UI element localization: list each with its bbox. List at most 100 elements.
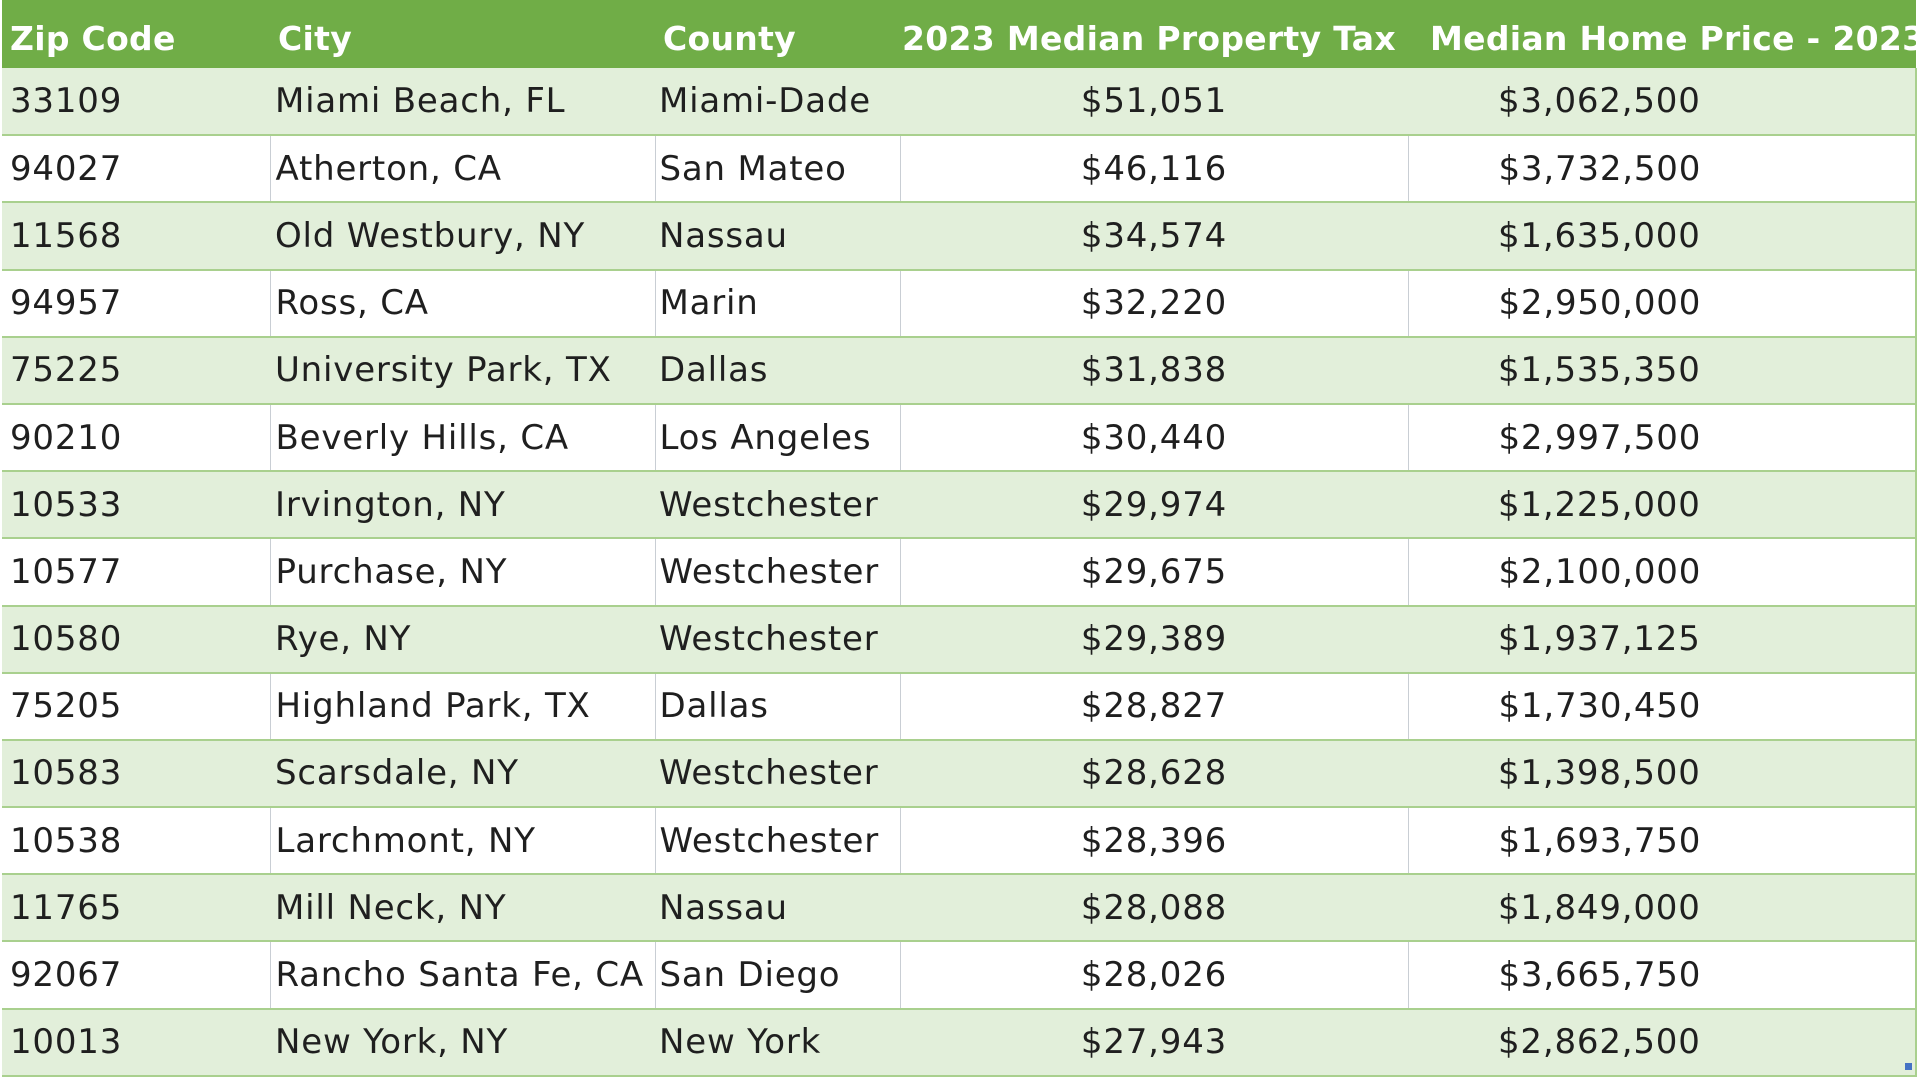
cell-median-property-tax[interactable]: $29,389 bbox=[900, 605, 1408, 674]
header-row: Zip Code City County 2023 Median Propert… bbox=[2, 0, 1916, 68]
table-row[interactable]: 10538 Larchmont, NY Westchester $28,396 $1,6… bbox=[2, 807, 1917, 876]
cell-median-property-tax[interactable]: $27,943 bbox=[900, 1008, 1408, 1077]
cell-median-home-price[interactable]: $3,665,750 bbox=[1408, 941, 1917, 1010]
cell-median-property-tax[interactable]: $31,838 bbox=[900, 336, 1408, 405]
table-row[interactable]: 75225 University Park, TX Dallas $31,838 $1,… bbox=[2, 336, 1917, 405]
cell-median-home-price[interactable]: $1,937,125 bbox=[1408, 605, 1917, 674]
table-resize-handle[interactable] bbox=[1905, 1063, 1912, 1070]
cell-city[interactable]: Rancho Santa Fe, CA bbox=[270, 941, 656, 1010]
cell-county[interactable]: Nassau bbox=[655, 874, 900, 943]
cell-median-property-tax[interactable]: $28,628 bbox=[900, 739, 1408, 809]
table-row[interactable]: 92067 Rancho Santa Fe, CA San Diego $28,026… bbox=[2, 941, 1917, 1010]
cell-city[interactable]: Atherton, CA bbox=[270, 135, 656, 204]
cell-median-property-tax[interactable]: $29,675 bbox=[900, 538, 1409, 607]
cell-median-home-price[interactable]: $3,732,500 bbox=[1408, 135, 1917, 204]
cell-city[interactable]: Ross, CA bbox=[270, 269, 656, 338]
table-row[interactable]: 94027 Atherton, CA San Mateo $46,116 $3,732,… bbox=[2, 135, 1917, 204]
cell-zip-code[interactable]: 11765 bbox=[2, 874, 270, 943]
cell-median-home-price[interactable]: $1,849,000 bbox=[1408, 874, 1917, 943]
cell-city[interactable]: Beverly Hills, CA bbox=[270, 403, 656, 473]
cell-county[interactable]: Miami-Dade bbox=[655, 68, 900, 137]
cell-city[interactable]: Purchase, NY bbox=[270, 538, 656, 607]
cell-zip-code[interactable]: 10538 bbox=[2, 807, 271, 876]
cell-zip-code[interactable]: 10577 bbox=[2, 538, 271, 607]
table-row[interactable]: 10577 Purchase, NY Westchester $29,675 $2,10… bbox=[2, 538, 1917, 607]
cell-zip-code[interactable]: 11568 bbox=[2, 202, 270, 271]
cell-zip-code[interactable]: 10583 bbox=[2, 739, 270, 809]
cell-zip-code[interactable]: 10533 bbox=[2, 471, 270, 540]
cell-county[interactable]: Marin bbox=[655, 269, 901, 338]
table-row[interactable]: 10583 Scarsdale, NY Westchester $28,628 $1,3… bbox=[2, 739, 1917, 809]
cell-median-home-price[interactable]: $3,062,500 bbox=[1408, 68, 1917, 137]
cell-county[interactable]: Westchester bbox=[655, 739, 900, 809]
cell-county[interactable]: Los Angeles bbox=[655, 403, 901, 473]
cell-median-property-tax[interactable]: $28,026 bbox=[900, 941, 1409, 1010]
cell-zip-code[interactable]: 94957 bbox=[2, 269, 271, 338]
header-county[interactable]: County bbox=[663, 18, 796, 58]
cell-median-home-price[interactable]: $1,693,750 bbox=[1408, 807, 1917, 876]
cell-county[interactable]: Dallas bbox=[655, 672, 901, 741]
cell-city[interactable]: Rye, NY bbox=[270, 605, 655, 674]
header-median-home-price[interactable]: Median Home Price - 2023 bbox=[1430, 18, 1916, 58]
cell-zip-code[interactable]: 75205 bbox=[2, 672, 271, 741]
cell-median-home-price[interactable]: $2,100,000 bbox=[1408, 538, 1917, 607]
cell-median-property-tax[interactable]: $28,827 bbox=[900, 672, 1409, 741]
cell-county[interactable]: San Diego bbox=[655, 941, 901, 1010]
cell-city[interactable]: Irvington, NY bbox=[270, 471, 655, 540]
cell-zip-code[interactable]: 94027 bbox=[2, 135, 271, 204]
cell-zip-code[interactable]: 10013 bbox=[2, 1008, 270, 1077]
cell-median-home-price[interactable]: $1,730,450 bbox=[1408, 672, 1917, 741]
cell-median-property-tax[interactable]: $28,396 bbox=[900, 807, 1409, 876]
cell-median-property-tax[interactable]: $28,088 bbox=[900, 874, 1408, 943]
cell-median-property-tax[interactable]: $46,116 bbox=[900, 135, 1409, 204]
cell-median-home-price[interactable]: $1,635,000 bbox=[1408, 202, 1917, 271]
table-body: 33109 Miami Beach, FL Miami-Dade $51,051 $3,… bbox=[2, 68, 1917, 1077]
cell-county[interactable]: Westchester bbox=[655, 471, 900, 540]
cell-county[interactable]: Westchester bbox=[655, 538, 901, 607]
cell-city[interactable]: Larchmont, NY bbox=[270, 807, 656, 876]
header-zip-code[interactable]: Zip Code bbox=[10, 18, 176, 58]
cell-county[interactable]: Westchester bbox=[655, 807, 901, 876]
cell-median-home-price[interactable]: $1,535,350 bbox=[1408, 336, 1917, 405]
cell-zip-code[interactable]: 75225 bbox=[2, 336, 270, 405]
table-row[interactable]: 11568 Old Westbury, NY Nassau $34,574 $1,635… bbox=[2, 202, 1917, 271]
cell-county[interactable]: Nassau bbox=[655, 202, 900, 271]
cell-county[interactable]: San Mateo bbox=[655, 135, 901, 204]
table-row[interactable]: 75205 Highland Park, TX Dallas $28,827 $1,73… bbox=[2, 672, 1917, 741]
cell-city[interactable]: University Park, TX bbox=[270, 336, 655, 405]
cell-median-property-tax[interactable]: $29,974 bbox=[900, 471, 1408, 540]
cell-county[interactable]: New York bbox=[655, 1008, 900, 1077]
header-median-property-tax[interactable]: 2023 Median Property Tax bbox=[902, 18, 1396, 58]
cell-city[interactable]: Scarsdale, NY bbox=[270, 739, 655, 809]
cell-median-home-price[interactable]: $2,997,500 bbox=[1408, 403, 1917, 473]
cell-median-home-price[interactable]: $2,950,000 bbox=[1408, 269, 1917, 338]
cell-median-property-tax[interactable]: $32,220 bbox=[900, 269, 1409, 338]
table-row[interactable]: 94957 Ross, CA Marin $32,220 $2,950,000 bbox=[2, 269, 1917, 338]
table-row[interactable]: 10013 New York, NY New York $27,943 $2,862,5… bbox=[2, 1008, 1917, 1077]
table-row[interactable]: 90210 Beverly Hills, CA Los Angeles $30,440… bbox=[2, 403, 1917, 473]
cell-median-home-price[interactable]: $1,398,500 bbox=[1408, 739, 1917, 809]
cell-median-home-price[interactable]: $1,225,000 bbox=[1408, 471, 1917, 540]
cell-median-property-tax[interactable]: $34,574 bbox=[900, 202, 1408, 271]
cell-zip-code[interactable]: 90210 bbox=[2, 403, 271, 473]
cell-city[interactable]: New York, NY bbox=[270, 1008, 655, 1077]
table-row[interactable]: 10533 Irvington, NY Westchester $29,974 $1,2… bbox=[2, 471, 1917, 540]
cell-city[interactable]: Miami Beach, FL bbox=[270, 68, 655, 137]
cell-median-property-tax[interactable]: $30,440 bbox=[900, 403, 1409, 473]
cell-city[interactable]: Old Westbury, NY bbox=[270, 202, 655, 271]
table-row[interactable]: 10580 Rye, NY Westchester $29,389 $1,937,125 bbox=[2, 605, 1917, 674]
cell-zip-code[interactable]: 10580 bbox=[2, 605, 270, 674]
cell-zip-code[interactable]: 33109 bbox=[2, 68, 270, 137]
table-row[interactable]: 11765 Mill Neck, NY Nassau $28,088 $1,849,00… bbox=[2, 874, 1917, 943]
cell-county[interactable]: Dallas bbox=[655, 336, 900, 405]
cell-zip-code[interactable]: 92067 bbox=[2, 941, 271, 1010]
table-row[interactable]: 33109 Miami Beach, FL Miami-Dade $51,051 $3,… bbox=[2, 68, 1917, 137]
cell-city[interactable]: Mill Neck, NY bbox=[270, 874, 655, 943]
cell-median-property-tax[interactable]: $51,051 bbox=[900, 68, 1408, 137]
header-city[interactable]: City bbox=[278, 18, 353, 58]
cell-city[interactable]: Highland Park, TX bbox=[270, 672, 656, 741]
cell-median-home-price[interactable]: $2,862,500 bbox=[1408, 1008, 1917, 1077]
cell-county[interactable]: Westchester bbox=[655, 605, 900, 674]
